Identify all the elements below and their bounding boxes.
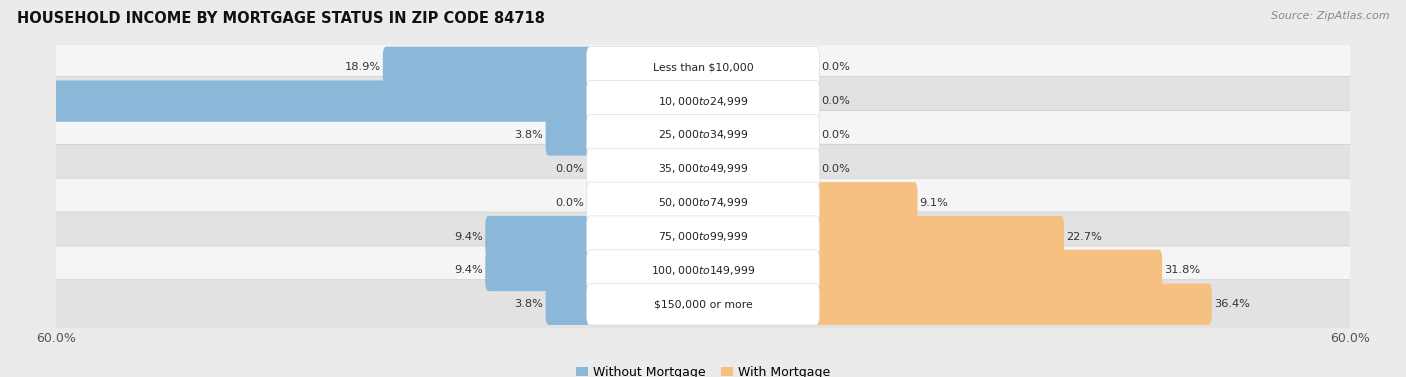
FancyBboxPatch shape <box>53 77 1353 126</box>
FancyBboxPatch shape <box>813 216 1064 257</box>
FancyBboxPatch shape <box>0 80 593 122</box>
FancyBboxPatch shape <box>813 250 1163 291</box>
Text: HOUSEHOLD INCOME BY MORTGAGE STATUS IN ZIP CODE 84718: HOUSEHOLD INCOME BY MORTGAGE STATUS IN Z… <box>17 11 546 26</box>
Text: 31.8%: 31.8% <box>1164 265 1201 276</box>
Text: $25,000 to $34,999: $25,000 to $34,999 <box>658 129 748 141</box>
FancyBboxPatch shape <box>586 182 820 223</box>
Text: 0.0%: 0.0% <box>821 96 851 106</box>
Text: 0.0%: 0.0% <box>821 62 851 72</box>
Text: 0.0%: 0.0% <box>821 130 851 140</box>
FancyBboxPatch shape <box>546 284 593 325</box>
FancyBboxPatch shape <box>586 250 820 291</box>
FancyBboxPatch shape <box>586 114 820 156</box>
Text: 3.8%: 3.8% <box>515 130 544 140</box>
FancyBboxPatch shape <box>586 47 820 88</box>
FancyBboxPatch shape <box>53 43 1353 92</box>
FancyBboxPatch shape <box>53 246 1353 295</box>
FancyBboxPatch shape <box>53 110 1353 159</box>
FancyBboxPatch shape <box>813 182 918 223</box>
FancyBboxPatch shape <box>485 250 593 291</box>
Text: $75,000 to $99,999: $75,000 to $99,999 <box>658 230 748 243</box>
Text: 22.7%: 22.7% <box>1066 231 1102 242</box>
Text: $10,000 to $24,999: $10,000 to $24,999 <box>658 95 748 107</box>
Text: 0.0%: 0.0% <box>821 164 851 174</box>
Text: $50,000 to $74,999: $50,000 to $74,999 <box>658 196 748 209</box>
FancyBboxPatch shape <box>53 212 1353 261</box>
Text: $35,000 to $49,999: $35,000 to $49,999 <box>658 162 748 175</box>
FancyBboxPatch shape <box>586 80 820 122</box>
FancyBboxPatch shape <box>586 284 820 325</box>
Text: Less than $10,000: Less than $10,000 <box>652 62 754 72</box>
FancyBboxPatch shape <box>546 114 593 156</box>
Text: $150,000 or more: $150,000 or more <box>654 299 752 309</box>
Text: 0.0%: 0.0% <box>555 198 585 208</box>
Text: 9.4%: 9.4% <box>454 231 484 242</box>
FancyBboxPatch shape <box>813 284 1212 325</box>
Text: 3.8%: 3.8% <box>515 299 544 309</box>
Text: Source: ZipAtlas.com: Source: ZipAtlas.com <box>1271 11 1389 21</box>
FancyBboxPatch shape <box>485 216 593 257</box>
FancyBboxPatch shape <box>382 47 593 88</box>
Text: 36.4%: 36.4% <box>1213 299 1250 309</box>
Text: 9.1%: 9.1% <box>920 198 949 208</box>
FancyBboxPatch shape <box>586 148 820 190</box>
FancyBboxPatch shape <box>53 280 1353 329</box>
FancyBboxPatch shape <box>53 144 1353 193</box>
Text: 9.4%: 9.4% <box>454 265 484 276</box>
Text: 18.9%: 18.9% <box>344 62 381 72</box>
Text: 0.0%: 0.0% <box>555 164 585 174</box>
FancyBboxPatch shape <box>53 178 1353 227</box>
Text: $100,000 to $149,999: $100,000 to $149,999 <box>651 264 755 277</box>
FancyBboxPatch shape <box>586 216 820 257</box>
Legend: Without Mortgage, With Mortgage: Without Mortgage, With Mortgage <box>571 361 835 377</box>
